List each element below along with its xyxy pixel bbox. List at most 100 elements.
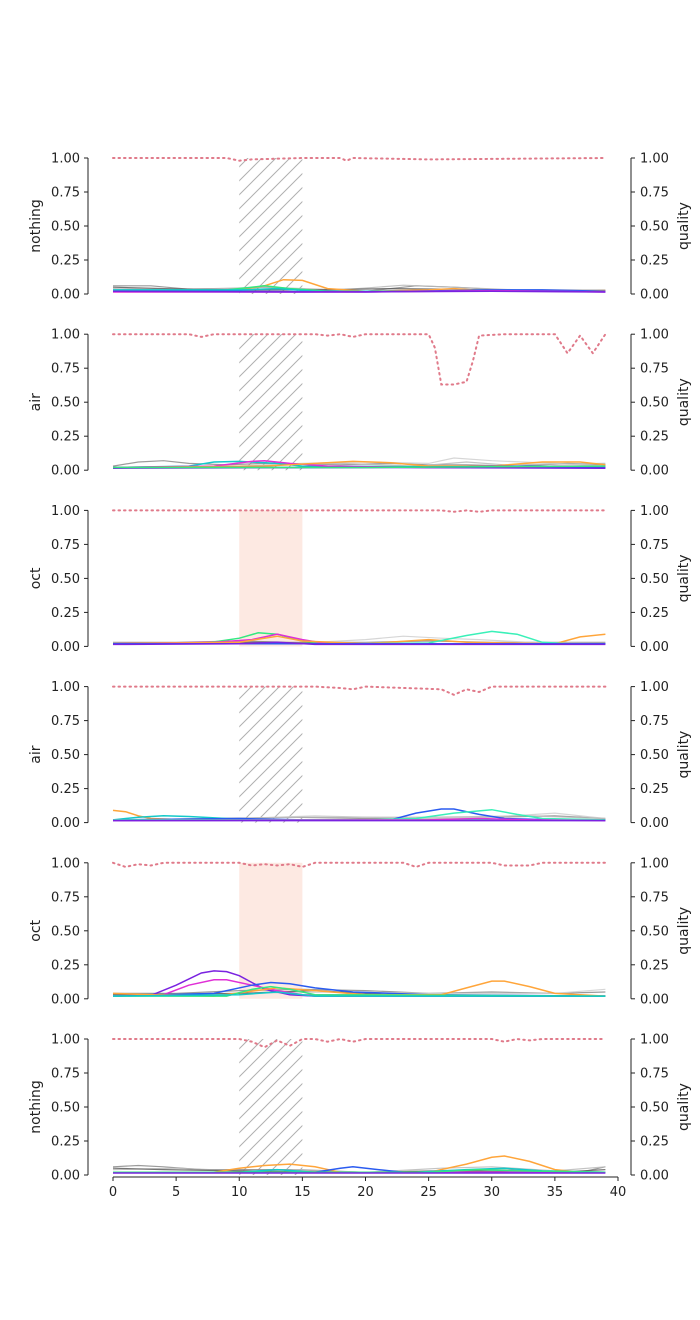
left-y-tick-label: 1.00 <box>51 504 80 519</box>
panel-2: 0.00 0.00 0.25 0.25 0.50 0.50 0.75 0.75 1.00 1.00… <box>28 328 692 479</box>
series-line-green <box>113 465 606 469</box>
right-y-tick-label: 0.50 <box>640 572 669 587</box>
right-y-tick-label: 0.75 <box>640 890 669 905</box>
highlight-region <box>239 510 303 647</box>
right-y-tick-label: 0.00 <box>640 992 669 1007</box>
right-y-tick-label: 0.00 <box>640 288 669 303</box>
quality-axis-label: quality <box>676 1083 692 1131</box>
x-tick-label: 0 <box>109 1185 117 1200</box>
quality-line <box>112 685 607 696</box>
left-y-tick-label: 1.00 <box>51 152 80 167</box>
right-y-tick-label: 1.00 <box>640 1033 669 1048</box>
left-y-tick-label: 0.25 <box>51 1135 80 1150</box>
left-y-tick-label: 0.00 <box>51 640 80 655</box>
quality-axis-label: quality <box>676 554 692 602</box>
right-y-tick-label: 1.00 <box>640 152 669 167</box>
x-tick-label: 40 <box>610 1185 627 1200</box>
right-y-tick-label: 1.00 <box>640 680 669 695</box>
right-y-tick-label: 0.25 <box>640 430 669 445</box>
right-y-tick-label: 1.00 <box>640 504 669 519</box>
left-y-tick-label: 0.50 <box>51 396 80 411</box>
left-y-tick-label: 0.25 <box>51 430 80 445</box>
left-y-tick-label: 0.00 <box>51 992 80 1007</box>
x-tick-label: 5 <box>172 1185 180 1200</box>
right-y-tick-label: 0.50 <box>640 924 669 939</box>
x-tick-label: 35 <box>547 1185 564 1200</box>
left-y-tick-label: 0.75 <box>51 538 80 553</box>
left-y-tick-label: 0.75 <box>51 1067 80 1082</box>
x-axis: 0 5 10 15 20 25 30 35 40 <box>109 1176 627 1200</box>
right-y-tick-label: 0.25 <box>640 254 669 269</box>
series-line-blue <box>112 981 606 997</box>
panel-5: 0.00 0.00 0.25 0.25 0.50 0.50 0.75 0.75 1.00 1.00… <box>28 856 692 1007</box>
right-y-tick-label: 1.00 <box>640 328 669 343</box>
right-y-tick-label: 0.00 <box>640 464 669 479</box>
x-tick-label: 25 <box>420 1185 437 1200</box>
left-y-tick-label: 1.00 <box>51 328 80 343</box>
quality-line <box>112 1037 607 1049</box>
series-line-orange <box>112 633 606 645</box>
right-y-tick-label: 0.50 <box>640 748 669 763</box>
left-y-tick-label: 0.75 <box>51 890 80 905</box>
quality-line <box>112 333 607 386</box>
panel-1: 0.00 0.00 0.25 0.25 0.50 0.50 0.75 0.75 1.00 1.00… <box>28 152 692 303</box>
left-y-tick-label: 0.75 <box>51 714 80 729</box>
y-axis-label: oct <box>28 567 44 589</box>
highlight-region <box>239 334 303 471</box>
left-y-tick-label: 0.25 <box>51 606 80 621</box>
highlight-region <box>239 862 303 999</box>
left-y-tick-label: 0.75 <box>51 362 80 377</box>
highlight-region <box>239 686 303 823</box>
right-y-tick-label: 0.75 <box>640 1067 669 1082</box>
left-y-tick-label: 1.00 <box>51 1033 80 1048</box>
panels-group: 0.00 0.00 0.25 0.25 0.50 0.50 0.75 0.75 1.00 1.00… <box>28 152 692 1201</box>
left-y-tick-label: 1.00 <box>51 856 80 871</box>
y-axis-label: nothing <box>28 199 44 252</box>
right-y-tick-label: 0.50 <box>640 396 669 411</box>
left-y-tick-label: 1.00 <box>51 680 80 695</box>
quality-line <box>112 861 607 868</box>
y-axis-label: air <box>28 745 44 763</box>
panel-3: 0.00 0.00 0.25 0.25 0.50 0.50 0.75 0.75 1.00 1.00… <box>28 504 692 655</box>
right-y-tick-label: 0.25 <box>640 782 669 797</box>
x-tick-label: 30 <box>483 1185 500 1200</box>
quality-axis-label: quality <box>676 907 692 955</box>
right-y-tick-label: 0.25 <box>640 1135 669 1150</box>
left-y-tick-label: 0.75 <box>51 186 80 201</box>
right-y-tick-label: 0.00 <box>640 816 669 831</box>
series-line-purple <box>112 970 606 997</box>
series-line-purple <box>112 641 606 646</box>
right-y-tick-label: 0.75 <box>640 186 669 201</box>
series-line-purple <box>112 290 606 293</box>
left-y-tick-label: 0.00 <box>51 816 80 831</box>
right-y-tick-label: 0.25 <box>640 606 669 621</box>
left-y-tick-label: 0.00 <box>51 288 80 303</box>
quality-line <box>112 509 607 513</box>
right-y-tick-label: 1.00 <box>640 856 669 871</box>
left-y-tick-label: 0.00 <box>51 1169 80 1184</box>
series-line-green <box>113 985 606 997</box>
series-line-teal <box>112 991 606 997</box>
right-y-tick-label: 0.75 <box>640 714 669 729</box>
left-y-tick-label: 0.00 <box>51 464 80 479</box>
left-y-tick-label: 0.25 <box>51 254 80 269</box>
highlight-region <box>239 1039 303 1175</box>
left-y-tick-label: 0.50 <box>51 924 80 939</box>
right-y-tick-label: 0.00 <box>640 1169 669 1184</box>
left-y-tick-label: 0.50 <box>51 1101 80 1116</box>
right-y-tick-label: 0.50 <box>640 1101 669 1116</box>
right-y-tick-label: 0.00 <box>640 640 669 655</box>
panel-4: 0.00 0.00 0.25 0.25 0.50 0.50 0.75 0.75 1.00 1.00… <box>28 680 692 831</box>
left-y-tick-label: 0.50 <box>51 748 80 763</box>
left-y-tick-label: 0.50 <box>51 572 80 587</box>
x-tick-label: 10 <box>231 1185 248 1200</box>
quality-axis-label: quality <box>676 378 692 426</box>
panel-6: 0.00 0.00 0.25 0.25 0.50 0.50 0.75 0.75 1.00 1.00… <box>28 1033 692 1201</box>
x-tick-label: 20 <box>357 1185 374 1200</box>
quality-line <box>112 156 607 162</box>
x-tick-label: 15 <box>294 1185 311 1200</box>
y-axis-label: nothing <box>28 1080 44 1133</box>
series-line-orange <box>112 460 606 469</box>
left-y-tick-label: 0.25 <box>51 958 80 973</box>
